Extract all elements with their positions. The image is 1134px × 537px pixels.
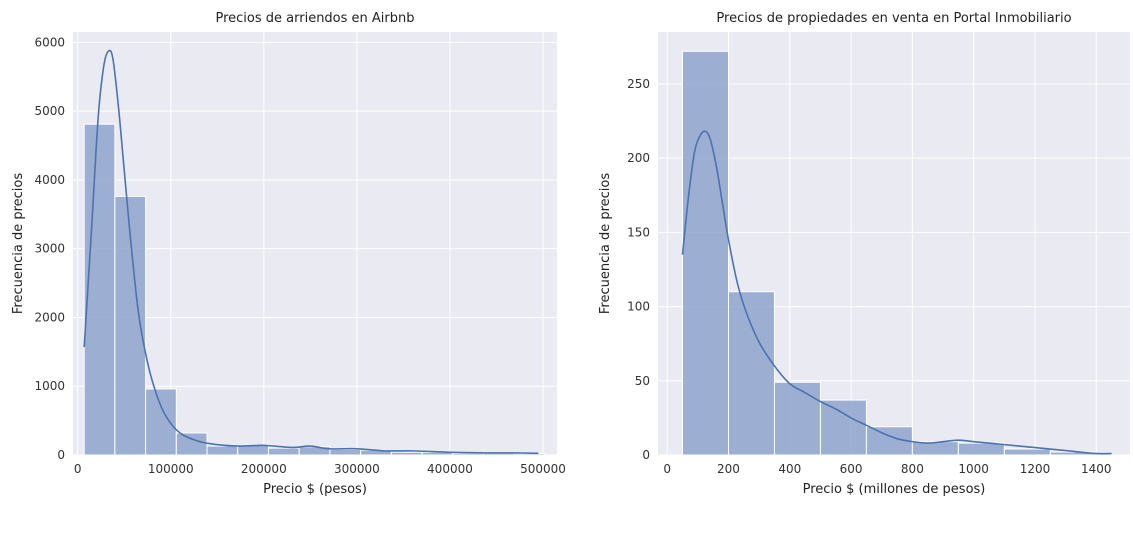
histogram-bar xyxy=(329,448,362,456)
chart-airbnb-rental-prices: 0 100000 200000 300000 400000 500000 0 1000 2000… xyxy=(11,11,566,497)
x-tick-label: 200 xyxy=(717,462,740,476)
y-tick-label: 6000 xyxy=(34,35,65,49)
x-axis-label: Precio $ (pesos) xyxy=(263,482,367,497)
y-axis-label: Frecuencia de precios xyxy=(11,173,26,314)
x-tick-label: 200000 xyxy=(241,462,287,476)
y-tick-label: 3000 xyxy=(34,242,65,256)
histogram-bar xyxy=(911,441,959,456)
y-tick-label: 0 xyxy=(57,448,65,462)
histogram-bar xyxy=(819,399,867,456)
x-tick-label: 1000 xyxy=(958,462,989,476)
chart-title: Precios de propiedades en venta en Porta… xyxy=(716,11,1071,26)
x-tick-label: 300000 xyxy=(334,462,380,476)
x-tick-label: 1400 xyxy=(1081,462,1112,476)
y-tick-label: 100 xyxy=(627,300,650,314)
x-tick-label: 1200 xyxy=(1020,462,1051,476)
y-tick-label: 4000 xyxy=(34,173,65,187)
x-tick-label: 600 xyxy=(840,462,863,476)
histogram-bar xyxy=(682,50,729,456)
x-tick-label: 800 xyxy=(901,462,924,476)
x-tick-label: 400 xyxy=(778,462,801,476)
kde-curve xyxy=(681,130,1112,455)
y-tick-label: 250 xyxy=(627,77,650,91)
chart-title: Precios de arriendos en Airbnb xyxy=(215,11,414,26)
y-tick-label: 50 xyxy=(635,374,650,388)
histogram-bar xyxy=(267,447,300,456)
histogram-bar xyxy=(83,123,116,456)
x-axis-label: Precio $ (millones de pesos) xyxy=(803,482,986,497)
x-tick-label: 0 xyxy=(74,462,82,476)
y-tick-label: 200 xyxy=(627,151,650,165)
histogram-bar xyxy=(390,451,423,456)
histogram-bar xyxy=(957,442,1005,456)
histogram-bar xyxy=(727,291,775,456)
x-tick-label: 0 xyxy=(663,462,671,476)
chart-portal-inmobiliario-prices: 0 200 400 600 800 1000 1200 1400 0 50 100 150 200 250… xyxy=(598,11,1130,497)
histogram-bar xyxy=(206,445,239,456)
histogram-bar xyxy=(1003,448,1051,456)
y-tick-label: 5000 xyxy=(34,104,65,118)
kde-curve xyxy=(83,49,539,455)
y-tick-label: 0 xyxy=(642,448,650,462)
y-tick-label: 150 xyxy=(627,225,650,239)
y-tick-label: 1000 xyxy=(34,379,65,393)
histogram-bar xyxy=(145,388,177,456)
histogram-bar xyxy=(175,432,208,456)
x-tick-label: 500000 xyxy=(520,462,566,476)
x-tick-label: 100000 xyxy=(148,462,194,476)
y-axis-label: Frecuencia de precios xyxy=(598,173,613,314)
histogram-bar xyxy=(773,381,821,456)
x-tick-label: 400000 xyxy=(427,462,473,476)
y-tick-label: 2000 xyxy=(34,310,65,324)
